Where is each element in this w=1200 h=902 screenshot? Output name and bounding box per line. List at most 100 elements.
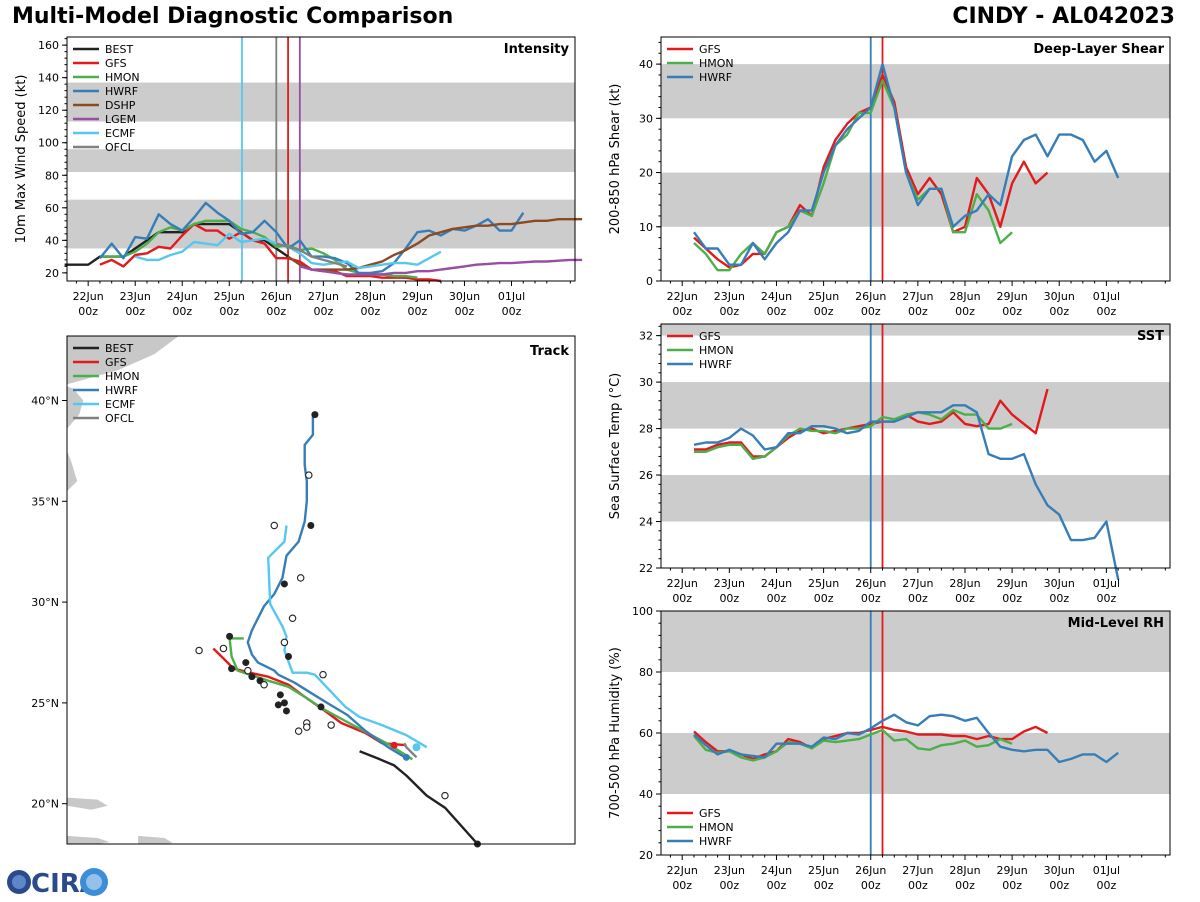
rh-xtick-label: 27Jun [902, 864, 933, 877]
page-title: Multi-Model Diagnostic Comparison [12, 4, 454, 29]
sst-ylabel: Sea Surface Temp (°C) [608, 373, 623, 520]
track-frame [66, 335, 576, 845]
rh-legend-label-hmon: HMON [699, 821, 734, 834]
rh-band-0 [661, 733, 1170, 794]
sst-series-hmon [694, 408, 1013, 461]
track-marker-filled [228, 665, 236, 673]
intensity-legend-label-best: BEST [105, 43, 133, 56]
shear-xtick-label: 29Jun [997, 290, 1028, 303]
logo-seal-icon [80, 868, 108, 896]
rh-xtick-sub: 00z [1049, 879, 1069, 892]
intensity-ylabel: 10m Max Wind Speed (kt) [14, 75, 29, 244]
shear-xtick-sub: 00z [861, 305, 881, 318]
shear-ylabel: 200-850 hPa Shear (kt) [608, 84, 623, 235]
shear-xtick-label: 25Jun [808, 290, 839, 303]
rh-band-1 [661, 611, 1170, 672]
sst-xtick-sub: 00z [719, 592, 739, 605]
shear-ytick-label: 40 [639, 58, 653, 71]
track-marker-filled [317, 703, 325, 711]
shear-ytick-label: 30 [639, 112, 653, 125]
track-marker-filled [248, 673, 256, 681]
track-ytick-label: 30°N [31, 596, 59, 609]
shear-ytick-label: 0 [646, 275, 653, 288]
rh-xtick-label: 30Jun [1044, 864, 1075, 877]
sst-xtick-label: 01Jul [1093, 577, 1120, 590]
track-legend-label-ofcl: OFCL [105, 412, 135, 425]
intensity-xtick-label: 24Jun [167, 290, 198, 303]
track-series-gfs [212, 647, 407, 747]
intensity-xtick-sub: 00z [219, 305, 239, 318]
rh-series-hwrf [693, 713, 1119, 764]
logo-seal-inner-icon [86, 874, 102, 890]
rh-xtick-label: 24Jun [761, 864, 792, 877]
sst-xtick-label: 27Jun [902, 577, 933, 590]
sst-xtick-label: 23Jun [714, 577, 745, 590]
track-marker-open [280, 638, 289, 647]
sst-xtick-sub: 00z [1049, 592, 1069, 605]
intensity-xtick-sub: 00z [408, 305, 428, 318]
track-land-hispaniola [67, 797, 108, 810]
track-marker-filled [284, 653, 292, 661]
intensity-title: Intensity [504, 42, 570, 57]
rh-xtick-sub: 00z [814, 879, 834, 892]
rh-xtick-label: 23Jun [714, 864, 745, 877]
track-marker-filled [242, 659, 250, 667]
track-marker-open [441, 791, 449, 800]
shear-xtick-sub: 00z [719, 305, 739, 318]
shear-legend-label-hmon: HMON [699, 57, 734, 70]
sst-ytick-label: 24 [639, 516, 653, 529]
track-legend-label-best: BEST [105, 342, 133, 355]
rh-ytick-label: 100 [632, 605, 653, 618]
shear-xtick-label: 22Jun [667, 290, 698, 303]
intensity-xtick-sub: 00z [78, 305, 98, 318]
rh-xtick-sub: 00z [767, 879, 787, 892]
track-marker-open [305, 471, 313, 479]
track-marker-filled [280, 699, 288, 707]
intensity-xtick-label: 29Jun [402, 290, 433, 303]
sst-xtick-sub: 00z [861, 592, 881, 605]
intensity-legend-label-ecmf: ECMF [105, 127, 135, 140]
shear-xtick-label: 28Jun [949, 290, 980, 303]
sst-ytick-label: 28 [639, 423, 653, 436]
shear-xtick-label: 26Jun [855, 290, 886, 303]
sst-xtick-label: 30Jun [1044, 577, 1075, 590]
track-marker-open [260, 680, 268, 689]
shear-frame [660, 36, 1171, 282]
track-series-ecmf [266, 525, 428, 749]
rh-xtick-label: 28Jun [949, 864, 980, 877]
cira-logo-graphic: CIRA [7, 868, 108, 899]
intensity-legend-label-lgem: LGEM [105, 113, 136, 126]
track-legend-label-gfs: GFS [105, 356, 127, 369]
intensity-ytick-label: 100 [38, 137, 59, 150]
sst-ytick-label: 22 [639, 562, 653, 575]
track-marker-open [244, 666, 252, 675]
track-marker-filled [280, 580, 288, 588]
rh-ytick-label: 20 [639, 849, 653, 862]
intensity-xtick-sub: 00z [360, 305, 380, 318]
track-marker-filled [282, 707, 290, 715]
intensity-band-2 [67, 82, 575, 122]
shear-legend-label-hwrf: HWRF [699, 71, 732, 84]
track-marker-filled [307, 521, 315, 529]
sst-band-2 [661, 324, 1170, 336]
track-legend-label-ecmf: ECMF [105, 398, 135, 411]
track-marker-open [288, 614, 297, 622]
intensity-xtick-sub: 00z [266, 305, 286, 318]
track-marker-open [219, 644, 228, 653]
intensity-legend-label-hwrf: HWRF [105, 85, 138, 98]
rh-ytick-label: 60 [639, 727, 653, 740]
sst-xtick-sub: 00z [908, 592, 928, 605]
intensity-xtick-sub: 00z [172, 305, 192, 318]
track-land-coast [67, 450, 78, 492]
rh-xtick-sub: 00z [719, 879, 739, 892]
intensity-legend-label-gfs: GFS [105, 57, 127, 70]
track-ecmf-start-marker [412, 743, 421, 752]
intensity-xtick-sub: 00z [125, 305, 145, 318]
shear-xtick-sub: 00z [1096, 305, 1116, 318]
sst-xtick-label: 26Jun [855, 577, 886, 590]
sst-xtick-label: 24Jun [761, 577, 792, 590]
intensity-legend-label-ofcl: OFCL [105, 141, 135, 154]
sst-band-0 [661, 475, 1170, 522]
track-map: 20°N 25°N 30°N 35°N 40°N Track BESTGFSHMONHWRF… [31, 335, 576, 848]
rh-xtick-sub: 00z [955, 879, 975, 892]
